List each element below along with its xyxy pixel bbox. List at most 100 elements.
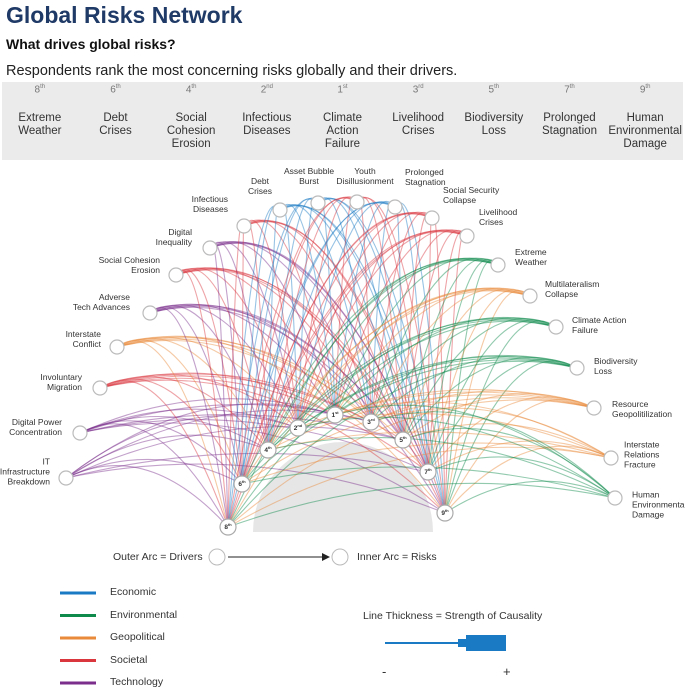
driver-label: Infectious Diseases xyxy=(191,194,228,214)
link xyxy=(227,231,468,528)
link xyxy=(297,196,358,429)
link xyxy=(209,241,269,451)
key-node xyxy=(331,548,349,566)
link xyxy=(297,229,468,429)
link xyxy=(370,407,612,459)
rank-label: 9th xyxy=(607,84,683,95)
link xyxy=(149,303,336,416)
driver-label: Extreme Weather xyxy=(515,247,547,267)
link xyxy=(370,317,557,423)
driver-node xyxy=(490,257,506,273)
link xyxy=(175,267,372,423)
driver-label: Human Environmental Damage xyxy=(632,489,685,519)
link xyxy=(267,258,499,451)
link xyxy=(334,354,578,416)
driver-node xyxy=(72,425,88,441)
link xyxy=(99,379,446,514)
thickness-taper xyxy=(458,639,466,647)
rank-label: 6th xyxy=(78,84,154,95)
risk-node-label: 7th xyxy=(424,467,431,476)
risk-node-label: 5th xyxy=(399,435,406,444)
driver-label: Digital Power Concentration xyxy=(9,417,62,437)
rank-number: 1 xyxy=(337,84,343,96)
link xyxy=(227,399,595,528)
link xyxy=(334,257,499,416)
link xyxy=(79,419,429,473)
link xyxy=(116,337,269,451)
rank-number: 3 xyxy=(412,84,419,96)
driver-label: Interstate Relations Fracture xyxy=(624,439,660,469)
link xyxy=(99,375,404,441)
link xyxy=(175,268,269,451)
risk-rank: 8 xyxy=(224,524,228,532)
risk-rank: 3 xyxy=(367,419,371,427)
link xyxy=(99,373,372,423)
rank-suffix: th xyxy=(115,84,121,90)
driver-node xyxy=(109,339,125,355)
driver-node xyxy=(569,360,585,376)
link xyxy=(79,420,243,485)
link xyxy=(99,374,299,429)
risk-name: Social Cohesion Erosion xyxy=(166,112,216,151)
risk-node-label: 8th xyxy=(224,522,231,531)
link xyxy=(267,288,531,451)
link xyxy=(267,197,319,451)
link xyxy=(370,287,531,423)
link xyxy=(402,318,557,441)
link xyxy=(241,197,358,485)
risk-rank: 4 xyxy=(264,447,268,455)
risk-node-label: 2nd xyxy=(294,423,302,432)
link xyxy=(334,316,557,416)
rank-label: 2nd xyxy=(229,84,305,95)
link xyxy=(427,396,595,473)
link xyxy=(334,201,396,416)
rank-suffix: rd xyxy=(418,84,424,90)
link xyxy=(267,212,433,451)
link xyxy=(297,201,396,429)
link xyxy=(279,203,336,416)
link xyxy=(334,229,468,416)
link xyxy=(99,378,243,485)
risk-rank: 2 xyxy=(293,425,298,433)
link xyxy=(241,397,595,485)
link xyxy=(427,289,531,473)
risk-rank: 9 xyxy=(441,510,445,518)
link xyxy=(241,289,531,485)
driver-node xyxy=(603,450,619,466)
risk-node xyxy=(436,504,454,522)
link xyxy=(427,259,499,473)
risk-suffix: st xyxy=(335,409,339,415)
link xyxy=(227,202,396,528)
link xyxy=(241,198,319,485)
link xyxy=(444,398,595,514)
risk-name: Biodiversity Loss xyxy=(464,112,524,138)
rank-suffix: th xyxy=(569,84,575,90)
link xyxy=(116,336,372,423)
description: Respondents rank the most concerning ris… xyxy=(6,63,458,79)
link xyxy=(241,259,499,485)
link xyxy=(370,211,433,423)
driver-node xyxy=(92,380,108,396)
link xyxy=(402,393,595,441)
link xyxy=(65,458,243,485)
rank-label: 5th xyxy=(456,84,532,95)
link xyxy=(79,398,336,434)
link xyxy=(209,241,404,441)
link xyxy=(444,259,499,514)
link xyxy=(65,415,299,479)
link xyxy=(427,456,616,499)
link xyxy=(370,229,468,423)
link xyxy=(116,340,446,514)
driver-label: Social Cohesion Erosion xyxy=(98,255,160,275)
risk-node xyxy=(233,475,251,493)
link xyxy=(370,355,578,423)
risk-node-label: 1st xyxy=(331,410,338,419)
link xyxy=(297,288,531,429)
link xyxy=(227,446,612,528)
link xyxy=(444,480,616,514)
link xyxy=(175,268,429,473)
link xyxy=(356,197,446,514)
thickness-min: - xyxy=(382,664,387,679)
risk-node-label: 9th xyxy=(441,508,448,517)
link xyxy=(65,463,446,514)
